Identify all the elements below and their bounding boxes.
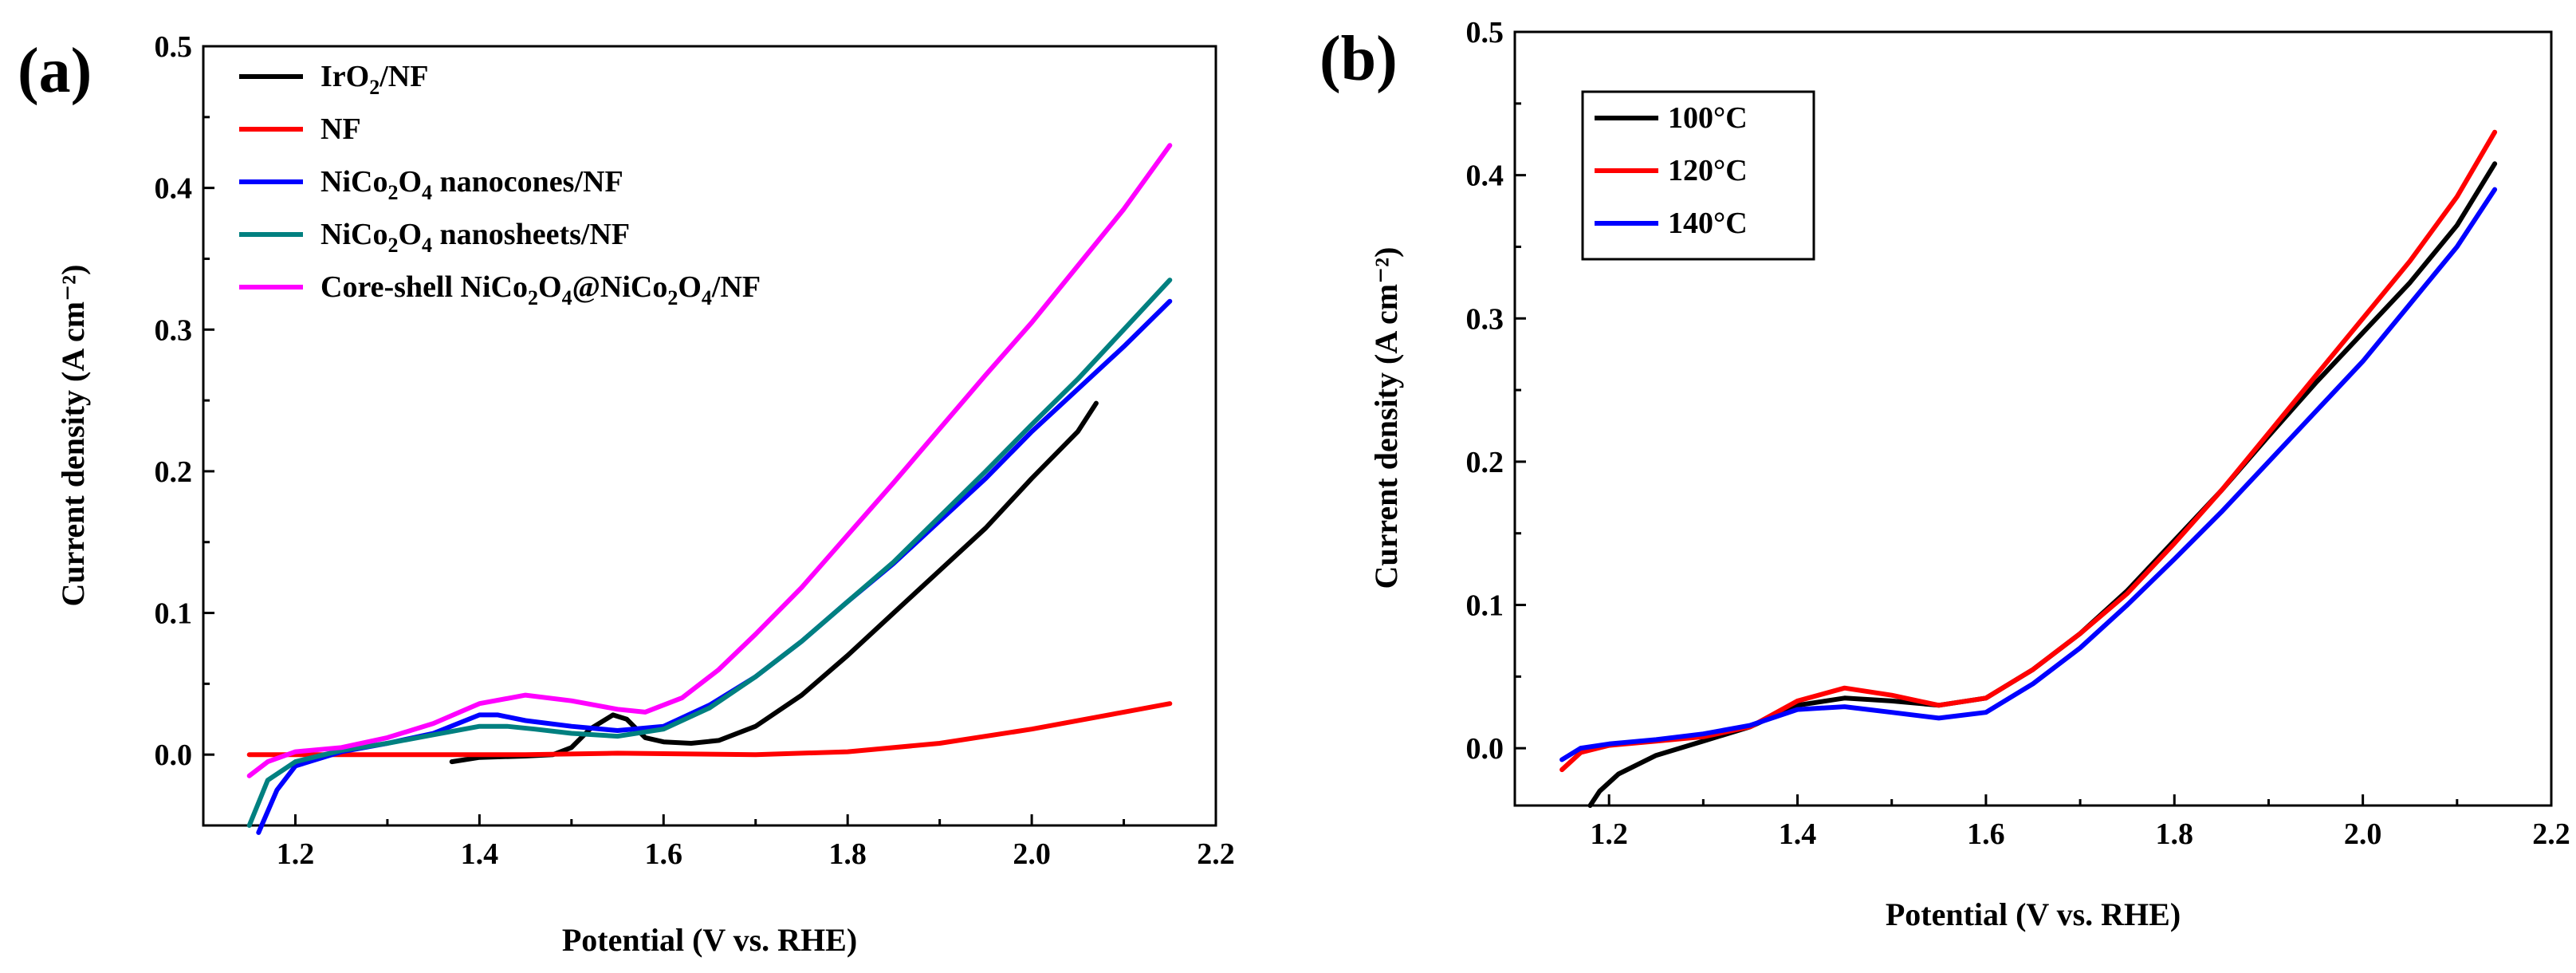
panel-a-chart: (a) 1.2 1.4 1.6 1.8 2.0 2.2 0.00.10.20.30.40.… [18,30,1235,958]
panel-a-label: (a) [18,36,92,106]
panel-b-x-ticks: 1.2 1.4 1.6 1.8 2.0 2.2 [1590,794,2570,851]
x-tick-label: 1.2 [1590,817,1628,851]
series-line-140-c [1559,187,2498,762]
y-tick-label: 0.2 [1466,446,1504,479]
x-tick-label: 2.0 [1013,837,1051,871]
legend-label-core-shell-nico2o4-nico2o4-nf: Core-shell NiCo2O4@NiCo2O4/NF [321,270,761,309]
legend-label-nico2o4-nanocones-nf: NiCo2O4 nanocones/NF [321,165,623,204]
y-tick-label: 0.0 [155,739,193,772]
panel-b-label: (b) [1319,24,1398,94]
legend-label-100-c: 100°C [1668,101,1748,135]
y-tick-label: 0.4 [1466,160,1504,193]
x-tick-label: 1.6 [645,837,683,871]
y-tick-label: 0.5 [1466,16,1504,49]
legend-label-iro2-nf: IrO2/NF [321,60,428,99]
x-tick-label: 2.0 [2344,817,2382,851]
series-line-core-shell-nico2o4-nico2o4-nf [246,143,1173,778]
panel-b-plot-frame [1513,30,2553,807]
x-tick-label: 1.4 [461,837,499,871]
panel-a-y-ticks: 0.0 0.1 0.2 0.3 0.4 0.5 [155,30,214,772]
panel-b-y-ticks: 0.0 0.1 0.2 0.3 0.4 0.5 [1466,16,1526,766]
x-tick-label: 1.8 [828,837,867,871]
panel-a-x-axis-title: Potential (V vs. RHE) [562,922,857,958]
y-tick-label: 0.3 [1466,302,1504,336]
x-tick-label: 2.2 [2532,817,2570,851]
panel-b-series-lines [1559,129,2498,808]
x-tick-label: 1.6 [1967,817,2005,851]
panel-a-x-ticks: 1.2 1.4 1.6 1.8 2.0 2.2 [277,814,1235,871]
legend-label-140-c: 140°C [1668,207,1748,240]
y-tick-label: 0.5 [155,30,193,64]
y-tick-label: 0.4 [155,172,193,206]
panel-a-y-axis-title: Current density (A cm⁻²) [55,265,91,607]
series-line-nico2o4-nanosheets-nf [246,278,1173,828]
x-tick-label: 1.8 [2156,817,2194,851]
panel-b-y-axis-title: Current density (A cm⁻²) [1368,247,1404,589]
series-line-nf [246,701,1173,758]
panel-b-chart: (b) 1.2 1.4 1.6 1.8 2.0 2.2 0.00.10.20.30.40.… [1319,16,2570,932]
panel-a-plot-frame [202,45,1217,827]
x-tick-label: 1.2 [277,837,315,871]
x-tick-label: 2.2 [1197,837,1235,871]
legend-label-nf: NF [321,112,361,146]
panel-b-legend-box [1581,90,1815,261]
legend-label-120-c: 120°C [1668,154,1748,187]
y-tick-label: 0.2 [155,455,193,489]
panel-a-legend: IrO2/NF NF NiCo2O4 nanocones/NF NiCo2O4 nan… [239,60,761,309]
y-tick-label: 0.0 [1466,732,1504,766]
panel-b-x-axis-title: Potential (V vs. RHE) [1886,896,2181,932]
y-tick-label: 0.3 [155,313,193,347]
panel-b-legend: 100°C 120°C 140°C [1595,101,1748,240]
x-tick-label: 1.4 [1779,817,1817,851]
y-tick-label: 0.1 [155,597,193,631]
legend-label-nico2o4-nanosheets-nf: NiCo2O4 nanosheets/NF [321,218,630,257]
y-tick-label: 0.1 [1466,589,1504,623]
panel-a-series-lines [246,143,1173,835]
